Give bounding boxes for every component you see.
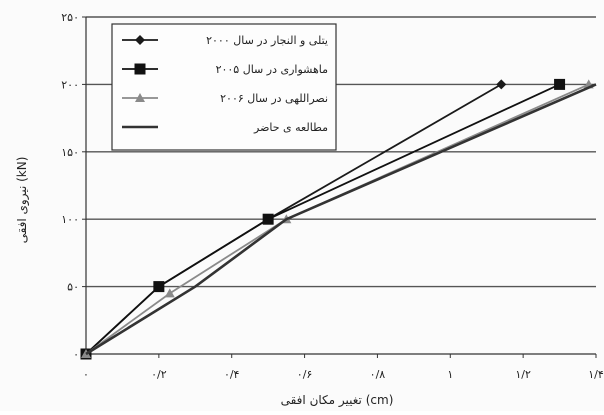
data-point-1-1 [153, 281, 165, 293]
legend-swatch-marker-1 [134, 63, 146, 75]
y-tick-label-2: ۱۰۰ [61, 213, 79, 226]
legend-entry-1: ماهشواری در سال ۲۰۰۵ [122, 63, 328, 76]
x-tick-label-6: ۱/۲ [515, 368, 531, 381]
series-line-3 [85, 83, 597, 356]
y-tick-label-4: ۲۰۰ [61, 78, 79, 91]
y-tick-label-3: ۱۵۰ [61, 146, 79, 159]
legend-swatch-marker-0 [135, 35, 145, 45]
x-tick-label-1: ۰/۲ [151, 368, 167, 381]
legend-label-0: یتلی و النجار در سال ۲۰۰۰ [206, 34, 328, 47]
x-tick-label-2: ۰/۴ [224, 368, 240, 381]
legend-entry-3: مطالعه ی حاضر [122, 121, 328, 134]
x-tick-label-7: ۱/۴ [588, 368, 604, 381]
x-axis-label: تغییر مکان افقی (cm) [281, 393, 394, 408]
y-tick-label-0: ۰ [73, 348, 79, 361]
y-axis-label: نیروی افقی (kN) [15, 157, 30, 244]
legend-entry-0: یتلی و النجار در سال ۲۰۰۰ [122, 34, 328, 47]
data-point-0-3 [496, 79, 507, 90]
legend-swatch-marker-2 [135, 93, 145, 102]
axes-layer: ۰ ۵۰ ۱۰۰ ۱۵۰ ۲۰۰ ۲۵۰ ۰ ۰/۲ ۰/۴ ۰/۶ ۰/۸ ۱ ۱/۲ ۱/۴ [61, 11, 604, 381]
data-point-2-1 [164, 288, 175, 298]
legend-label-3: مطالعه ی حاضر [253, 121, 328, 134]
legend-label-2: نصراللهی در سال ۲۰۰۶ [220, 92, 328, 105]
legend-entry-2: نصراللهی در سال ۲۰۰۶ [122, 92, 328, 105]
series-line-1 [85, 83, 560, 355]
x-tick-label-5: ۱ [447, 368, 453, 381]
x-tick-label-3: ۰/۶ [297, 368, 313, 381]
data-point-1-2 [262, 213, 274, 225]
x-tick-label-0: ۰ [83, 368, 89, 381]
y-tick-label-1: ۵۰ [67, 281, 79, 294]
series-layer [80, 78, 597, 360]
legend-box [111, 23, 337, 151]
legend: یتلی و النجار در سال ۲۰۰۰ ماهشواری در سال… [111, 23, 337, 151]
series-3 [85, 83, 597, 356]
series-line-2 [85, 83, 590, 355]
x-tick-label-4: ۰/۸ [370, 368, 386, 381]
y-tick-label-5: ۲۵۰ [61, 11, 79, 24]
legend-label-1: ماهشواری در سال ۲۰۰۵ [216, 63, 329, 76]
data-point-1-3 [554, 78, 566, 90]
